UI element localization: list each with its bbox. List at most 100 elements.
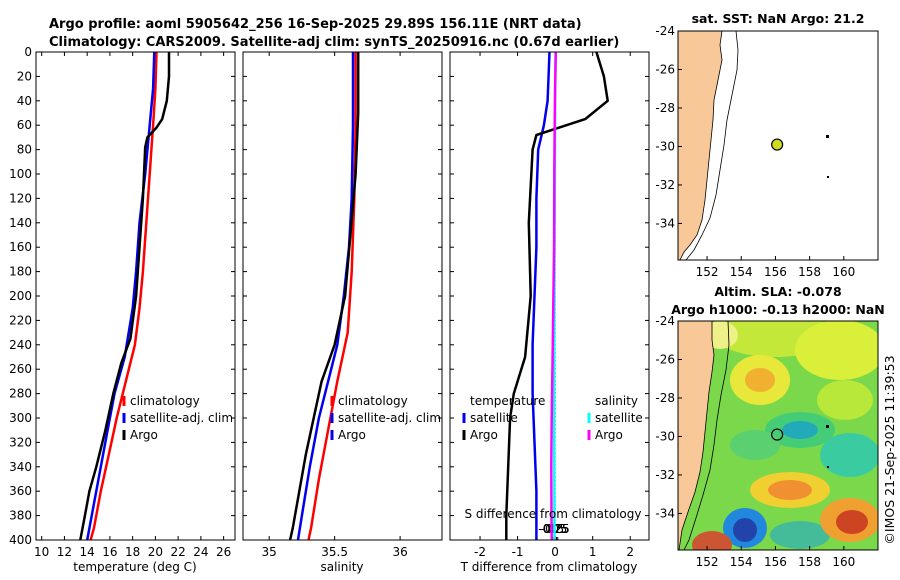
legend-label-argo: Argo bbox=[338, 428, 366, 442]
x-tick-label: 1 bbox=[589, 545, 597, 559]
x-tick-label: 0 bbox=[551, 545, 559, 559]
sla-map: 152 154 156 158 160 -24 -26 -28 -30 -32 -34 bbox=[655, 314, 879, 569]
y-tick-label: 240 bbox=[9, 338, 32, 352]
x-tick-label: 12 bbox=[57, 545, 72, 559]
y-tick-label: 220 bbox=[9, 313, 32, 327]
sla-shelf-line bbox=[683, 321, 730, 550]
y-tick-label: 20 bbox=[17, 69, 32, 83]
x-tick-label: 20 bbox=[148, 545, 163, 559]
x-tick-label: 14 bbox=[80, 545, 95, 559]
lon-tick-label: 160 bbox=[832, 555, 855, 569]
x-tick-label: 36 bbox=[392, 545, 407, 559]
y-tick-label: 120 bbox=[9, 191, 32, 205]
difference-xlabel2: S difference from climatology bbox=[465, 507, 642, 521]
sla-islands bbox=[826, 425, 829, 468]
legend-title-salinity: salinity bbox=[595, 394, 638, 408]
lon-tick-label: 154 bbox=[730, 555, 753, 569]
figure-title-line2: Climatology: CARS2009. Satellite-adj cli… bbox=[49, 35, 619, 50]
y-tick-label: 140 bbox=[9, 216, 32, 230]
y-tick-label: 360 bbox=[9, 484, 32, 498]
series-line-t-argo bbox=[505, 52, 609, 540]
x-tick-label: 35 bbox=[262, 545, 277, 559]
sla-map-title-line1: Altim. SLA: -0.078 bbox=[714, 284, 841, 299]
lon-tick-label: 156 bbox=[764, 555, 787, 569]
series-line-satellite-adj-clim bbox=[296, 52, 355, 540]
lat-tick-label: -30 bbox=[655, 429, 675, 443]
x-tick-label: 22 bbox=[171, 545, 186, 559]
legend-label-s-argo: Argo bbox=[595, 428, 623, 442]
y-tick-label: 280 bbox=[9, 387, 32, 401]
y-tick-label: 260 bbox=[9, 362, 32, 376]
lat-tick-label: -32 bbox=[655, 178, 675, 192]
legend-label-climatology: climatology bbox=[130, 394, 200, 408]
sst-map-title: sat. SST: NaN Argo: 21.2 bbox=[692, 11, 865, 26]
y-tick-label: 380 bbox=[9, 509, 32, 523]
legend-label-climatology: climatology bbox=[338, 394, 408, 408]
legend-label-argo: Argo bbox=[130, 428, 158, 442]
series-line-climatology bbox=[307, 52, 357, 540]
salinity-legend: climatology satellite-adj. clim Argo bbox=[330, 394, 441, 442]
lat-tick-label: -28 bbox=[655, 391, 675, 405]
series-line-argo bbox=[79, 52, 171, 540]
lon-tick-label: 158 bbox=[798, 265, 821, 279]
lon-tick-label: 158 bbox=[798, 555, 821, 569]
lon-tick-label: 154 bbox=[730, 265, 753, 279]
lon-tick-label: 152 bbox=[696, 265, 719, 279]
lat-tick-label: -30 bbox=[655, 139, 675, 153]
x-tick-label: 10 bbox=[34, 545, 49, 559]
sst-shelf-line bbox=[685, 31, 739, 260]
figure-title-line1: Argo profile: aoml 5905642_256 16-Sep-20… bbox=[49, 17, 582, 32]
y-tick-label: 40 bbox=[17, 94, 32, 108]
lat-tick-label: -26 bbox=[655, 352, 675, 366]
legend-label-t-argo: Argo bbox=[470, 428, 498, 442]
series-line-t-satellite bbox=[531, 52, 551, 540]
y-tick-label: 200 bbox=[9, 289, 32, 303]
lat-tick-label: -24 bbox=[655, 314, 675, 328]
series-line-s-argo bbox=[550, 52, 558, 540]
lat-tick-label: -28 bbox=[655, 101, 675, 115]
temperature-panel: 10 12 14 16 18 20 22 24 260204060801001201401601… bbox=[9, 45, 236, 559]
series-group bbox=[288, 52, 360, 540]
y-tick-label: 100 bbox=[9, 167, 32, 181]
map-frame bbox=[677, 30, 879, 261]
sst-islands bbox=[826, 135, 829, 178]
s-diff-tick-label: 0.5 bbox=[548, 522, 567, 536]
sla-field bbox=[678, 321, 878, 550]
series-line-argo bbox=[288, 52, 360, 540]
difference-xlabel: T difference from climatology bbox=[460, 560, 638, 574]
x-tick-label: 18 bbox=[125, 545, 140, 559]
sla-land bbox=[678, 321, 715, 550]
lon-tick-label: 152 bbox=[696, 555, 719, 569]
lat-tick-label: -34 bbox=[655, 216, 675, 230]
sla-map-title-line2: Argo h1000: -0.13 h2000: NaN bbox=[671, 302, 885, 317]
argo-location-marker bbox=[771, 138, 784, 151]
salinity-panel: 35 35.5 36 bbox=[242, 51, 443, 559]
x-tick-label: 26 bbox=[216, 545, 231, 559]
legend-label-s-satellite: satellite bbox=[595, 411, 643, 425]
x-tick-label: -1 bbox=[512, 545, 524, 559]
watermark: ©IMOS 21-Sep-2025 11:39:53 bbox=[882, 355, 897, 544]
y-tick-label: 320 bbox=[9, 435, 32, 449]
difference-legend: temperature satellite Argo salinity sate… bbox=[462, 394, 643, 442]
lon-tick-label: 156 bbox=[764, 265, 787, 279]
axes-frame bbox=[449, 51, 650, 541]
argo-location-marker bbox=[771, 428, 784, 441]
y-tick-label: 180 bbox=[9, 265, 32, 279]
x-tick-label: 35.5 bbox=[321, 545, 348, 559]
temperature-xlabel: temperature (deg C) bbox=[73, 560, 196, 574]
sst-land bbox=[678, 31, 723, 260]
y-tick-label: 400 bbox=[9, 533, 32, 547]
sst-map: 152 154 156 158 160 -24 -26 -28 -30 -32 -34 bbox=[655, 24, 879, 279]
temperature-legend: climatology satellite-adj. clim Argo bbox=[122, 394, 233, 442]
lat-tick-label: -26 bbox=[655, 62, 675, 76]
x-tick-label: 2 bbox=[626, 545, 634, 559]
series-group bbox=[505, 52, 609, 540]
y-tick-label: 160 bbox=[9, 240, 32, 254]
lat-tick-label: -34 bbox=[655, 506, 675, 520]
lat-tick-label: -24 bbox=[655, 24, 675, 38]
x-tick-label: 24 bbox=[193, 545, 208, 559]
series-line-satellite-adj-clim bbox=[85, 52, 156, 540]
salinity-xlabel: salinity bbox=[320, 560, 363, 574]
